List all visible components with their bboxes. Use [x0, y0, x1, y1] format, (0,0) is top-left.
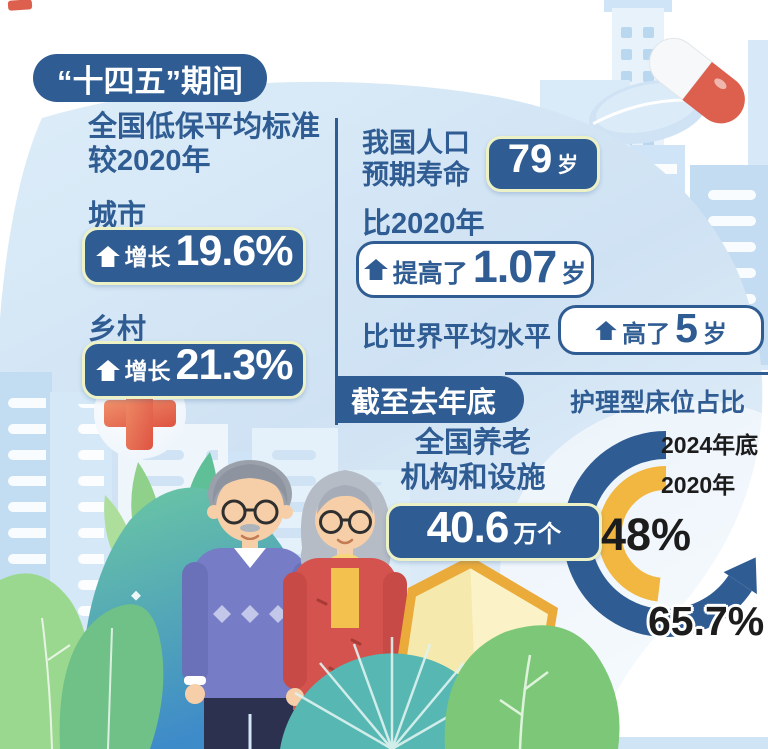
legend-2024-label: 2024年底: [661, 432, 759, 458]
arrow-up-icon: [363, 259, 388, 280]
vsworld-label: 比世界平均水平: [362, 322, 551, 352]
city-label: 城市: [88, 200, 147, 232]
facilities-line2: 机构和设施: [400, 462, 546, 495]
facilities-unit: 万个: [513, 521, 562, 548]
facilities-label: 全国养老 机构和设施: [378, 426, 568, 497]
vs2020-unit: 岁: [561, 260, 587, 288]
arrow-up-icon: [95, 245, 120, 267]
pill-capsule-icon: [649, 37, 745, 124]
vsworld-pill: 高了 5 岁: [558, 305, 764, 355]
subsidy-title-line2: 较2020年: [88, 145, 211, 178]
rural-growth-pill: 增长 21.3%: [82, 341, 306, 399]
value-2020: 48%: [601, 509, 692, 560]
vsworld-value: 5: [675, 305, 698, 351]
facilities-value: 40.6: [426, 503, 510, 552]
subsidy-title: 全国低保平均标准 较2020年: [88, 110, 320, 178]
asof-badge: 截至去年底: [337, 376, 525, 423]
vs2020-pill: 提高了 1.07 岁: [356, 241, 594, 298]
plants-front: [0, 573, 620, 749]
life-expectancy-line2: 预期寿命: [362, 160, 470, 191]
value-2024: 65.7%: [648, 598, 765, 644]
city-growth-value: 19.6%: [175, 227, 294, 275]
chart-title: 护理型床位占比: [570, 389, 746, 417]
corner-red-mark: [7, 0, 33, 11]
facilities-line1: 全国养老: [414, 427, 531, 459]
life-expectancy-line1: 我国人口: [362, 128, 470, 158]
rural-growth-value: 21.3%: [175, 341, 294, 389]
subsidy-title-line1: 全国低保平均标准: [88, 111, 321, 143]
vsworld-prefix: 高了: [622, 321, 671, 348]
city-growth-pill: 增长 19.6%: [82, 227, 306, 285]
donut-arc-arrowhead: [723, 557, 757, 595]
donut-arc-2024: [562, 431, 752, 637]
horizontal-divider: [505, 372, 768, 375]
arrow-up-icon: [95, 359, 120, 381]
vs2020-value: 1.07: [472, 241, 558, 292]
arrow-up-icon: [595, 320, 617, 340]
vs2020-label: 比2020年: [362, 208, 485, 240]
facilities-badge: 40.6 万个: [386, 503, 602, 561]
donut-arc-2020: [597, 465, 667, 602]
life-expectancy-badge: 79 岁: [486, 136, 600, 192]
life-expectancy-unit: 岁: [557, 154, 579, 177]
vertical-divider: [335, 118, 338, 425]
legend-2020-label: 2020年: [661, 472, 736, 498]
vs2020-prefix: 提高了: [392, 260, 468, 288]
life-expectancy-value: 79: [507, 137, 553, 181]
vsworld-unit: 岁: [702, 321, 727, 348]
city-growth-prefix: 增长: [124, 244, 171, 270]
life-expectancy-label: 我国人口 预期寿命: [362, 127, 470, 192]
period-badge: “十四五”期间: [33, 54, 267, 102]
rural-label: 乡村: [88, 314, 147, 346]
rural-growth-prefix: 增长: [124, 358, 171, 384]
